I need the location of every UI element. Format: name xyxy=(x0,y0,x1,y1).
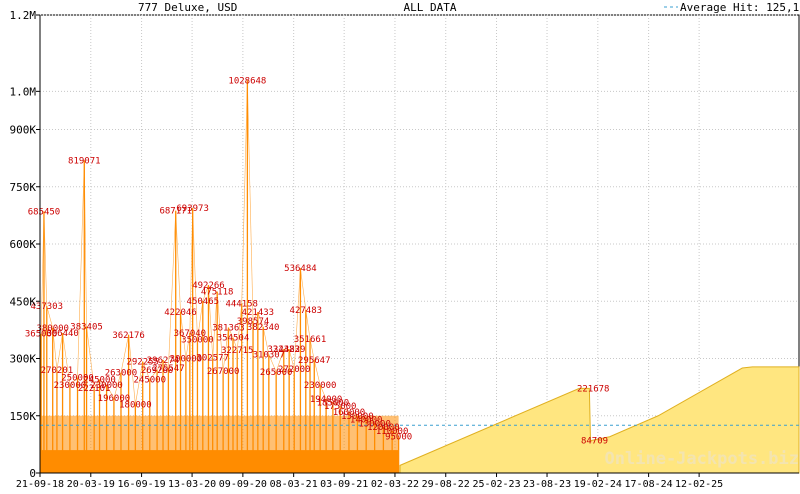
y-tick-label: 150K xyxy=(10,410,37,423)
x-tick-label: 23-08-23 xyxy=(523,479,571,490)
legend: Average Hit: 125,100 xyxy=(664,1,800,14)
y-tick-label: 750K xyxy=(10,181,37,194)
data-label: 324239 xyxy=(273,345,306,355)
x-tick-label: 08-03-21 xyxy=(270,479,318,490)
y-tick-label: 1.2M xyxy=(10,9,37,22)
data-label: 230000 xyxy=(90,381,123,391)
data-label: 322715 xyxy=(221,346,254,356)
data-label: 354504 xyxy=(217,334,250,344)
y-tick-label: 900K xyxy=(10,124,37,137)
data-label: 536484 xyxy=(284,264,317,274)
data-label: 221678 xyxy=(577,384,610,394)
legend-average-label: Average Hit: 125,100 xyxy=(680,1,800,14)
data-label: 1028648 xyxy=(228,76,266,86)
data-label: 351661 xyxy=(294,335,327,345)
data-label: 421433 xyxy=(242,308,275,318)
x-tick-label: 09-09-20 xyxy=(219,479,267,490)
x-tick-label: 19-02-24 xyxy=(574,479,622,490)
chart-subtitle: 777 Deluxe, USD xyxy=(138,1,237,14)
x-tick-label: 21-09-18 xyxy=(16,479,64,490)
y-tick-label: 1.0M xyxy=(10,85,37,98)
data-label: 295647 xyxy=(298,356,331,366)
data-label: 230000 xyxy=(304,381,337,391)
x-tick-label: 02-03-22 xyxy=(371,479,419,490)
data-label: 272000 xyxy=(278,365,311,375)
data-label: 245000 xyxy=(134,375,167,385)
data-label: 95000 xyxy=(385,433,412,443)
data-label: 180000 xyxy=(119,400,152,410)
data-label: 427483 xyxy=(290,306,323,316)
data-label: 422046 xyxy=(164,308,197,318)
x-tick-label: 29-08-22 xyxy=(422,479,470,490)
data-label: 685450 xyxy=(28,207,61,217)
watermark: Online-Jackpots.biz xyxy=(605,449,799,469)
data-label: 693973 xyxy=(176,204,209,214)
y-tick-label: 450K xyxy=(10,295,37,308)
data-label: 84709 xyxy=(581,437,608,447)
data-label: 383405 xyxy=(70,323,103,333)
x-tick-label: 13-03-20 xyxy=(168,479,216,490)
x-tick-label: 25-02-23 xyxy=(472,479,520,490)
data-label: 362176 xyxy=(112,331,145,341)
y-tick-label: 300K xyxy=(10,353,37,366)
x-tick-label: 12-02-25 xyxy=(675,479,723,490)
x-tick-label: 20-03-19 xyxy=(67,479,115,490)
x-tick-label: 17-08-24 xyxy=(625,479,673,490)
x-tick-label: 03-09-21 xyxy=(320,479,368,490)
data-label: 819071 xyxy=(68,156,101,166)
data-label: 275547 xyxy=(152,364,185,374)
data-label: 475118 xyxy=(201,288,234,298)
chart-title: ALL DATA xyxy=(404,1,457,14)
data-label: 450465 xyxy=(187,297,220,307)
data-label: 267000 xyxy=(207,367,240,377)
data-label: 263000 xyxy=(105,369,138,379)
data-label: 382340 xyxy=(247,323,280,333)
y-tick-label: 600K xyxy=(10,238,37,251)
x-tick-label: 16-09-19 xyxy=(117,479,165,490)
data-label: 350000 xyxy=(181,335,214,345)
